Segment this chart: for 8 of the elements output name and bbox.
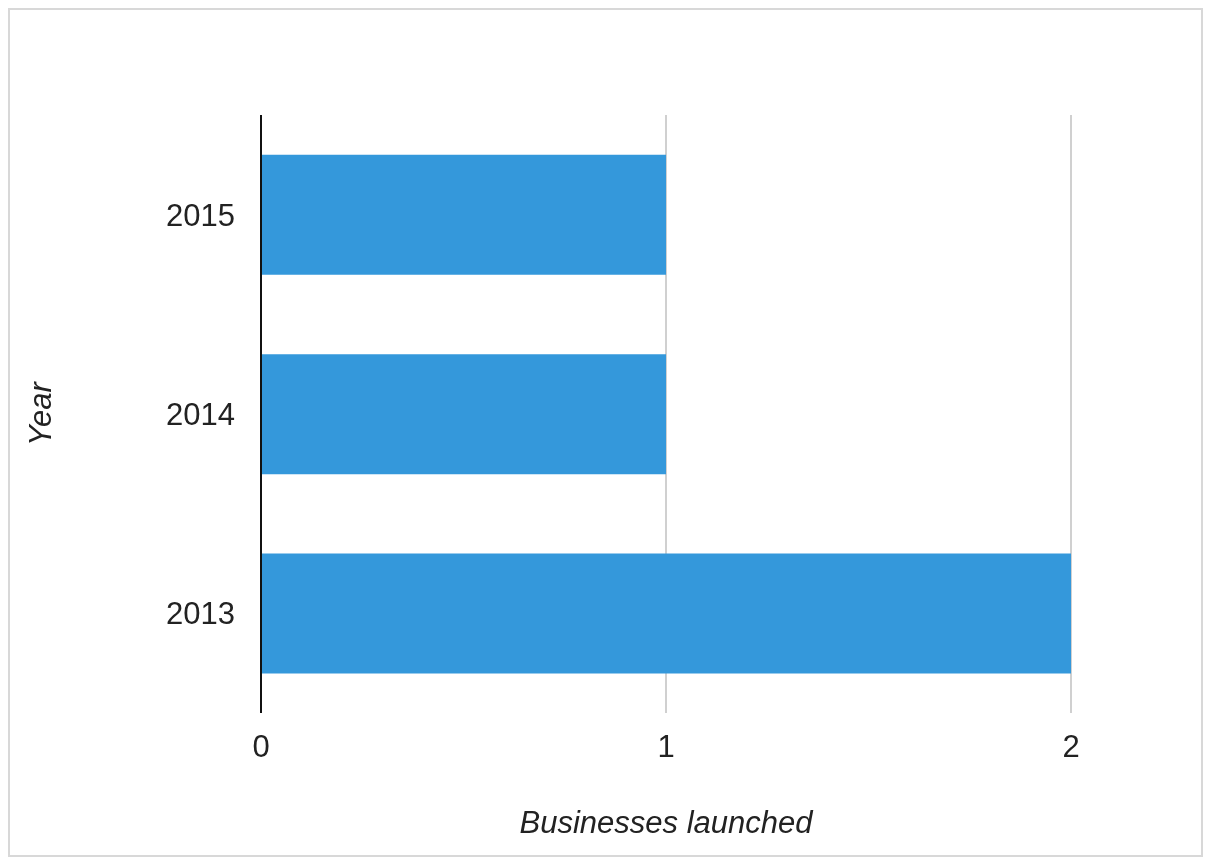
- y-tick-label: 2013: [166, 596, 235, 632]
- x-tick-label: 1: [657, 729, 675, 765]
- x-tick-label: 2: [1062, 729, 1080, 765]
- y-tick-label: 2015: [166, 197, 235, 233]
- y-axis-title: Year: [23, 380, 59, 446]
- y-tick-label: 2014: [166, 397, 235, 433]
- x-axis-title: Businesses launched: [519, 805, 815, 840]
- x-tick-label: 0: [252, 729, 270, 765]
